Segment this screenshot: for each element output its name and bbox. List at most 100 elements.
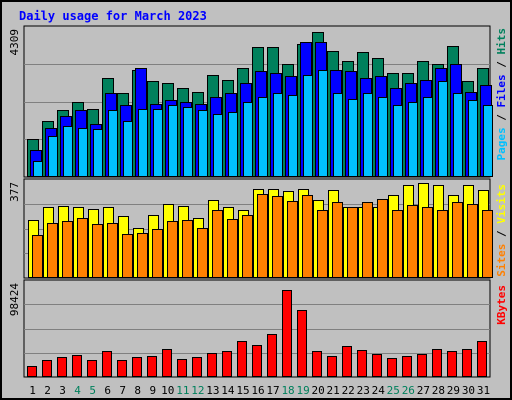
bar-visits-sites-day-2 — [47, 223, 58, 278]
bar-visits-sites-day-29 — [452, 202, 463, 278]
bar-visits-sites-day-4 — [77, 218, 88, 278]
bar-visits-sites-day-7 — [122, 234, 133, 278]
bar-kbytes-kbytes-day-23 — [357, 350, 367, 377]
bar-visits-sites-day-28 — [437, 210, 448, 278]
bar-hits-pages-day-14 — [228, 112, 238, 177]
legend-sites: Sites — [495, 244, 508, 277]
bar-hits-pages-day-17 — [273, 93, 283, 177]
bar-kbytes-kbytes-day-28 — [432, 349, 442, 377]
bar-visits-sites-day-16 — [257, 194, 268, 278]
x-tick-day-12: 12 — [191, 384, 204, 397]
bar-hits-pages-day-15 — [243, 102, 253, 177]
bar-visits-sites-day-25 — [392, 210, 403, 278]
bar-kbytes-kbytes-day-3 — [57, 357, 67, 377]
x-tick-day-30: 30 — [462, 384, 475, 397]
x-tick-day-21: 21 — [327, 384, 340, 397]
max-label-kbytes: 98424 — [8, 283, 21, 316]
x-tick-day-20: 20 — [312, 384, 325, 397]
bar-visits-sites-day-30 — [467, 204, 478, 278]
chart-title: Daily usage for March 2023 — [19, 9, 207, 23]
bar-visits-sites-day-10 — [167, 221, 178, 278]
x-tick-day-22: 22 — [342, 384, 355, 397]
legend-pages: Pages — [495, 127, 508, 160]
x-tick-day-19: 19 — [296, 384, 309, 397]
bar-kbytes-kbytes-day-8 — [132, 357, 142, 377]
bar-hits-pages-day-9 — [153, 109, 163, 177]
bar-hits-pages-day-6 — [108, 110, 118, 177]
bar-visits-sites-day-14 — [227, 219, 238, 278]
bar-hits-pages-day-23 — [363, 93, 373, 177]
bar-kbytes-kbytes-day-1 — [27, 366, 37, 377]
bar-kbytes-kbytes-day-13 — [207, 353, 217, 377]
bar-kbytes-kbytes-day-10 — [162, 349, 172, 377]
x-tick-day-3: 3 — [59, 384, 66, 397]
bar-kbytes-kbytes-day-20 — [312, 351, 322, 377]
x-tick-day-25: 25 — [387, 384, 400, 397]
bar-kbytes-kbytes-day-27 — [417, 354, 427, 377]
x-tick-day-10: 10 — [161, 384, 174, 397]
bar-kbytes-kbytes-day-4 — [72, 355, 82, 377]
bar-visits-sites-day-13 — [212, 210, 223, 278]
bar-kbytes-kbytes-day-7 — [117, 360, 127, 377]
x-tick-day-2: 2 — [44, 384, 51, 397]
bar-kbytes-kbytes-day-24 — [372, 354, 382, 377]
bar-visits-sites-day-27 — [422, 207, 433, 278]
x-tick-day-5: 5 — [89, 384, 96, 397]
x-tick-day-16: 16 — [251, 384, 264, 397]
x-tick-day-17: 17 — [266, 384, 279, 397]
bar-hits-pages-day-2 — [48, 136, 58, 177]
max-label-visits: 377 — [8, 182, 21, 202]
bar-hits-pages-day-5 — [93, 129, 103, 177]
x-tick-day-13: 13 — [206, 384, 219, 397]
bar-kbytes-kbytes-day-5 — [87, 360, 97, 377]
bar-hits-pages-day-11 — [183, 107, 193, 177]
bar-visits-sites-day-17 — [272, 196, 283, 278]
max-label-hits: 4309 — [8, 29, 21, 56]
legend-hits: Hits — [495, 28, 508, 55]
bar-hits-pages-day-25 — [393, 105, 403, 177]
bar-kbytes-kbytes-day-26 — [402, 356, 412, 377]
bar-visits-sites-day-21 — [332, 202, 343, 278]
bar-hits-pages-day-22 — [348, 99, 358, 177]
bar-hits-pages-day-8 — [138, 109, 148, 177]
x-tick-day-1: 1 — [29, 384, 36, 397]
legend-visits: Visits — [495, 184, 508, 224]
legend-kbytes: KBytes — [495, 285, 508, 325]
x-tick-day-23: 23 — [357, 384, 370, 397]
bar-visits-sites-day-8 — [137, 233, 148, 278]
x-tick-day-14: 14 — [221, 384, 235, 397]
bar-kbytes-kbytes-day-18 — [282, 290, 292, 377]
legend-hits: Pages / Files / Hits — [495, 28, 508, 161]
legend-files: Files — [495, 74, 508, 107]
bar-hits-pages-day-28 — [438, 81, 448, 177]
bar-kbytes-kbytes-day-16 — [252, 345, 262, 377]
bar-visits-sites-day-20 — [317, 210, 328, 278]
x-tick-day-28: 28 — [432, 384, 445, 397]
bar-hits-pages-day-26 — [408, 102, 418, 177]
bar-kbytes-kbytes-day-15 — [237, 341, 247, 377]
x-tick-day-31: 31 — [477, 384, 490, 397]
bar-hits-pages-day-24 — [378, 97, 388, 177]
bar-kbytes-kbytes-day-19 — [297, 310, 307, 377]
bar-hits-pages-day-19 — [303, 75, 313, 177]
bar-kbytes-kbytes-day-9 — [147, 356, 157, 377]
bar-visits-sites-day-22 — [347, 207, 358, 278]
bar-visits-sites-day-19 — [302, 195, 313, 278]
x-tick-day-26: 26 — [402, 384, 415, 397]
bar-visits-sites-day-3 — [62, 221, 73, 278]
bar-hits-pages-day-3 — [63, 126, 73, 177]
bar-visits-sites-day-5 — [92, 224, 103, 278]
bar-kbytes-kbytes-day-22 — [342, 346, 352, 377]
bar-kbytes-kbytes-day-6 — [102, 351, 112, 377]
bar-hits-pages-day-10 — [168, 105, 178, 177]
bar-kbytes-kbytes-day-17 — [267, 334, 277, 377]
x-tick-day-4: 4 — [74, 384, 81, 397]
bar-hits-pages-day-21 — [333, 93, 343, 177]
bar-hits-pages-day-18 — [288, 95, 298, 177]
bar-hits-pages-day-29 — [453, 93, 463, 177]
bar-hits-pages-day-13 — [213, 114, 223, 177]
bar-visits-sites-day-15 — [242, 215, 253, 278]
bar-hits-pages-day-27 — [423, 97, 433, 177]
